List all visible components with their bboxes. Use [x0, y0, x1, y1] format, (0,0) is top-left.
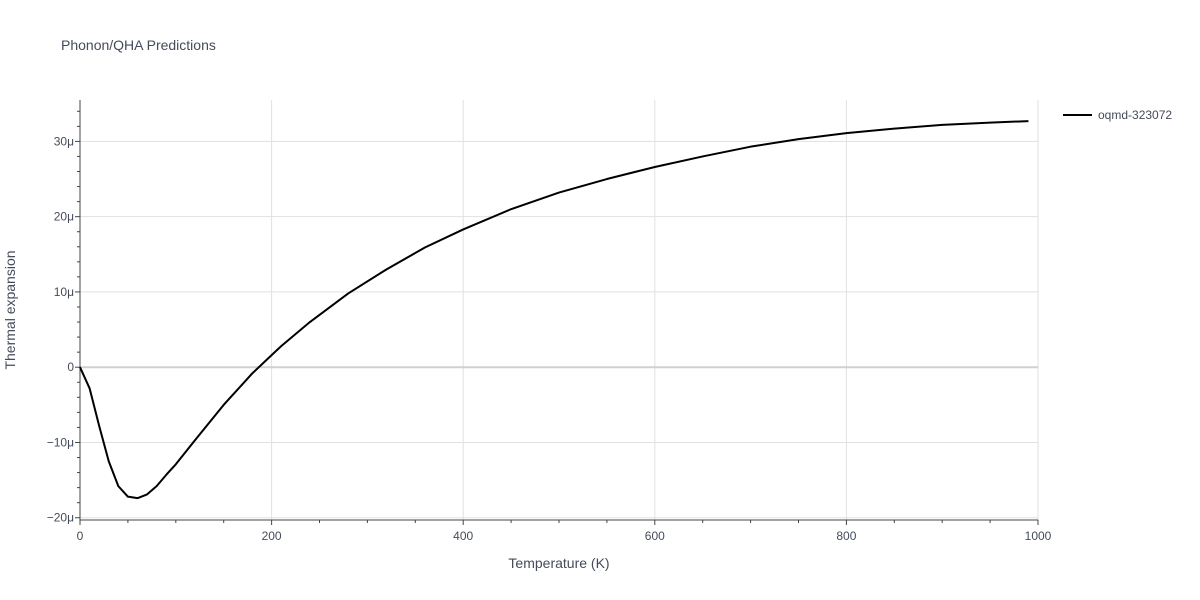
axes: 0 200 400 600 800 1000 −20μ −10μ 0 10μ 20μ 30μ [47, 100, 1052, 543]
y-tick-label: 10μ [54, 285, 74, 299]
x-axis-title: Temperature (K) [508, 555, 609, 571]
y-tick-label: 0 [67, 360, 74, 374]
legend: oqmd-323072 [1063, 108, 1172, 122]
x-tick-label: 200 [262, 529, 282, 543]
y-tick-label: 30μ [54, 134, 74, 148]
y-axis-title: Thermal expansion [2, 250, 18, 369]
legend-label: oqmd-323072 [1098, 108, 1172, 122]
x-tick-label: 400 [453, 529, 473, 543]
y-tick-label: −20μ [47, 511, 74, 525]
x-tick-label: 0 [77, 529, 84, 543]
x-tick-label: 800 [836, 529, 856, 543]
series-line-oqmd-323072 [79, 120, 1029, 500]
grid [80, 100, 1039, 520]
x-tick-label: 600 [645, 529, 665, 543]
y-tick-label: 20μ [54, 210, 74, 224]
chart-title: Phonon/QHA Predictions [61, 37, 216, 53]
series-layer [79, 120, 1029, 500]
x-tick-label: 1000 [1025, 529, 1052, 543]
y-tick-label: −10μ [47, 435, 74, 449]
